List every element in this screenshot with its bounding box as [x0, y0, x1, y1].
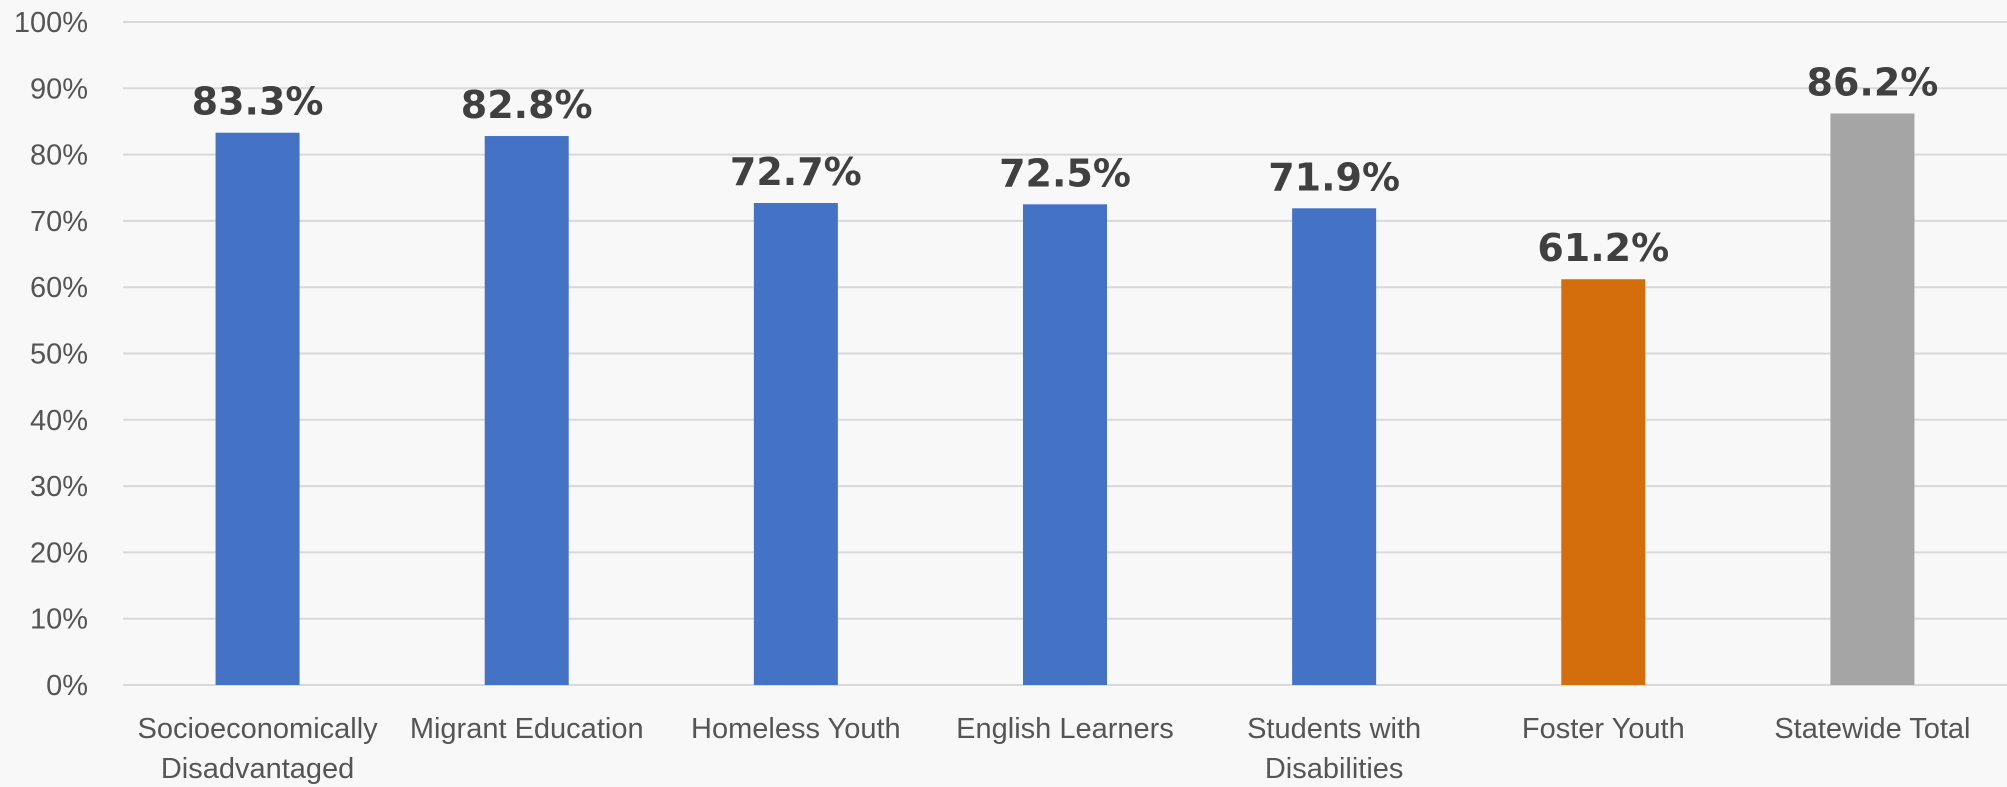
category-label-line: Foster Youth [1522, 713, 1685, 745]
y-tick-label-100: 100% [14, 7, 88, 39]
data-label-2: 72.7% [730, 150, 862, 194]
bars [215, 113, 1915, 686]
y-tick-label-40: 40% [30, 405, 88, 437]
y-tick-label-70: 70% [30, 206, 88, 238]
y-tick-label-0: 0% [46, 670, 88, 702]
category-label-line: Disabilities [1265, 753, 1404, 785]
data-label-5: 61.2% [1537, 226, 1669, 270]
y-tick-label-10: 10% [30, 604, 88, 636]
category-label-line: Migrant Education [410, 713, 644, 745]
category-label-4: Students with Disabilities [1247, 713, 1421, 785]
y-tick-label-90: 90% [30, 73, 88, 105]
bar-6 [1830, 113, 1915, 685]
data-label-1: 82.8% [461, 83, 593, 127]
category-label-line: Statewide Total [1774, 713, 1970, 745]
bar-1 [484, 136, 569, 685]
data-label-6: 86.2% [1807, 60, 1939, 104]
bar-4 [1292, 208, 1377, 686]
y-tick-label-30: 30% [30, 471, 88, 503]
data-label-4: 71.9% [1268, 155, 1400, 199]
category-label-line: Disadvantaged [161, 753, 354, 785]
data-labels: 83.3% 82.8% 72.7% 72.5% 71.9% 61.2% 86.2% [192, 60, 1939, 270]
y-tick-label-80: 80% [30, 140, 88, 172]
y-tick-label-20: 20% [30, 537, 88, 569]
y-tick-label-60: 60% [30, 272, 88, 304]
category-label-1: Migrant Education [410, 713, 644, 745]
category-label-line: Socioeconomically [137, 713, 378, 745]
category-label-6: Statewide Total [1774, 713, 1970, 745]
bar-5 [1561, 279, 1646, 685]
category-label-line: Homeless Youth [691, 713, 901, 745]
category-label-line: Students with [1247, 713, 1421, 745]
bar-0 [215, 132, 300, 685]
category-label-2: Homeless Youth [691, 713, 901, 745]
category-label-3: English Learners [956, 713, 1174, 745]
y-axis-tick-labels: 0% 10% 20% 30% 40% 50% 60% 70% 80% 90% 100% [14, 7, 88, 702]
y-tick-label-50: 50% [30, 339, 88, 371]
bar-2 [753, 202, 838, 685]
category-label-5: Foster Youth [1522, 713, 1685, 745]
data-label-0: 83.3% [192, 80, 324, 124]
bar-3 [1023, 204, 1107, 685]
category-label-line: English Learners [956, 713, 1174, 745]
category-labels: Socioeconomically Disadvantaged Migrant Ed… [137, 713, 1970, 785]
category-label-0: Socioeconomically Disadvantaged [137, 713, 378, 785]
data-label-3: 72.5% [999, 151, 1131, 195]
